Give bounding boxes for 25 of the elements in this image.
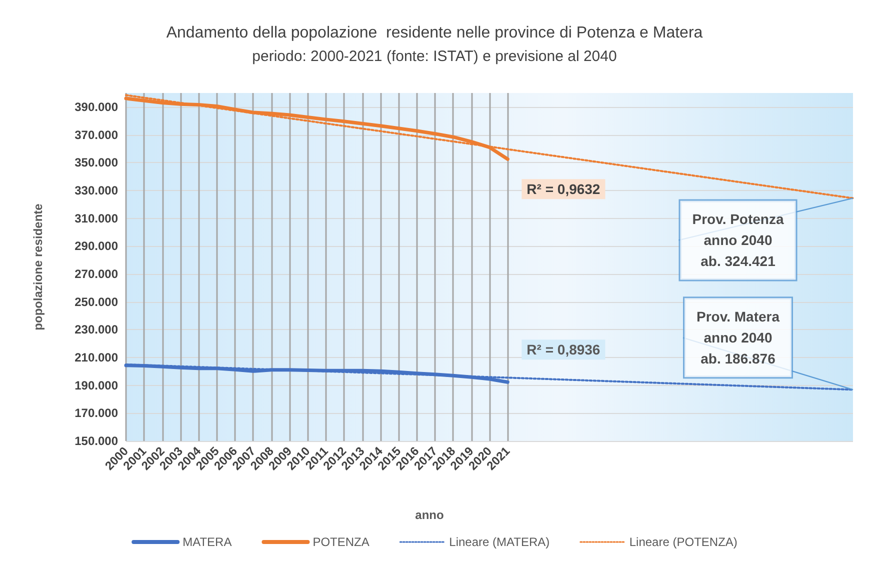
- legend-label: Lineare (MATERA): [449, 535, 550, 549]
- legend-label: POTENZA: [312, 535, 370, 549]
- y-tick-label: 250.000: [74, 294, 118, 309]
- y-tick-label: 210.000: [74, 350, 118, 364]
- y-tick-label: 270.000: [74, 266, 118, 281]
- y-tick-label: 390.000: [74, 100, 118, 114]
- legend-label: Lineare (POTENZA): [629, 535, 738, 549]
- annotation: Prov. Potenza anno 2040 ab. 324.421: [692, 211, 784, 270]
- y-tick-label: 310.000: [74, 211, 118, 226]
- y-tick-label: 350.000: [74, 156, 118, 170]
- chart-subtitle: periodo: 2000-2021 (fonte: ISTAT) e previsione al 2040: [252, 48, 617, 65]
- y-tick-label: 290.000: [74, 239, 118, 254]
- y-tick-label: 190.000: [74, 378, 118, 392]
- annotation: R² = 0,9632: [526, 181, 600, 198]
- y-tick-label: 230.000: [74, 322, 118, 337]
- y-tick-label: 370.000: [74, 128, 118, 142]
- legend-label: MATERA: [182, 535, 232, 549]
- y-tick-label: 150.000: [74, 434, 118, 448]
- x-axis-title: anno: [415, 508, 444, 522]
- y-axis-title: popolazione residente: [31, 203, 45, 330]
- y-tick-label: 330.000: [74, 183, 118, 198]
- annotation: R² = 0,8936: [526, 342, 600, 358]
- chart-title: Andamento della popolazione residente nelle province di Potenza e Matera: [166, 24, 703, 42]
- annotation: Prov. Matera anno 2040 ab. 186.876: [696, 308, 780, 367]
- y-tick-label: 170.000: [74, 406, 118, 420]
